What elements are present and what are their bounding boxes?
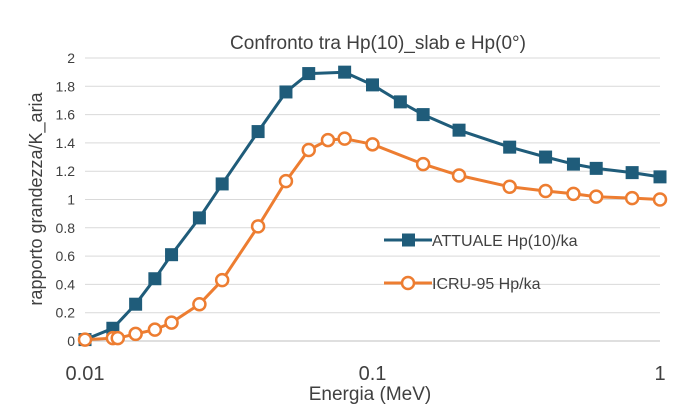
axes: 0 0.2 0.4 0.6 0.8 1 1.2 1.4 1.6 1.8 2 0.01 0.1 1 bbox=[56, 50, 666, 385]
y-tick-label: 1.6 bbox=[56, 107, 76, 123]
data-point bbox=[366, 78, 379, 92]
data-point bbox=[624, 190, 640, 206]
legend: ATTUALE Hp(10)/ka ICRU-95 Hp/ka bbox=[384, 233, 578, 293]
data-point bbox=[538, 183, 553, 199]
data-point bbox=[110, 330, 126, 346]
data-point bbox=[214, 272, 230, 288]
data-point bbox=[589, 161, 603, 175]
y-tick-label: 1.8 bbox=[56, 78, 76, 94]
x-tick-label: 1 bbox=[654, 363, 665, 385]
y-tick-label: 0.2 bbox=[56, 305, 76, 321]
data-point bbox=[192, 296, 207, 312]
data-point bbox=[502, 179, 517, 195]
y-tick-label: 0 bbox=[67, 333, 75, 349]
legend-label: ICRU-95 Hp/ka bbox=[432, 276, 541, 293]
series-line bbox=[84, 137, 661, 342]
legend-entry: ATTUALE Hp(10)/ka bbox=[384, 233, 578, 250]
data-point bbox=[337, 131, 352, 146]
series-layer bbox=[77, 65, 668, 347]
legend-label: ATTUALE Hp(10)/ka bbox=[432, 233, 578, 250]
data-point bbox=[164, 315, 179, 330]
data-point bbox=[566, 186, 581, 202]
y-tick-label: 1 bbox=[67, 192, 75, 208]
data-point bbox=[539, 150, 553, 164]
data-point bbox=[279, 85, 293, 99]
data-point bbox=[128, 326, 143, 342]
data-point bbox=[251, 125, 265, 139]
data-point bbox=[278, 173, 294, 189]
series-1 bbox=[78, 65, 667, 347]
x-axis-title: Energia (MeV) bbox=[309, 384, 432, 405]
x-tick-label: 0.01 bbox=[66, 363, 105, 385]
data-point bbox=[451, 168, 467, 183]
data-point bbox=[147, 322, 163, 337]
data-point bbox=[652, 192, 668, 207]
data-point bbox=[416, 108, 430, 122]
data-point bbox=[338, 65, 352, 79]
data-point bbox=[301, 142, 316, 158]
y-tick-label: 0.8 bbox=[56, 220, 76, 236]
data-point bbox=[250, 219, 266, 234]
data-point bbox=[393, 95, 407, 109]
y-tick-label: 2 bbox=[67, 50, 75, 66]
data-point bbox=[192, 211, 206, 225]
legend-entry: ICRU-95 Hp/ka bbox=[384, 275, 541, 293]
legend-marker bbox=[400, 275, 416, 291]
data-point bbox=[165, 248, 179, 262]
data-point bbox=[129, 297, 143, 311]
y-tick-label: 0.6 bbox=[56, 248, 76, 264]
data-point bbox=[77, 332, 93, 347]
y-tick-label: 1.4 bbox=[56, 135, 76, 151]
data-point bbox=[320, 132, 336, 148]
data-point bbox=[365, 137, 380, 152]
data-point bbox=[452, 123, 466, 137]
data-point bbox=[302, 67, 316, 81]
data-point bbox=[625, 166, 639, 180]
data-point bbox=[148, 272, 162, 286]
data-point bbox=[415, 156, 431, 172]
legend-marker bbox=[402, 233, 415, 247]
data-point bbox=[503, 140, 517, 154]
data-point bbox=[215, 177, 229, 191]
data-point bbox=[588, 189, 604, 204]
data-point bbox=[566, 157, 580, 171]
y-tick-label: 1.2 bbox=[56, 163, 76, 179]
series-2 bbox=[77, 131, 668, 347]
y-axis-title: rapporto grandezza/K_aria bbox=[26, 91, 47, 305]
y-tick-label: 0.4 bbox=[56, 276, 76, 292]
chart-title: Confronto tra Hp(10)_slab e Hp(0°) bbox=[230, 33, 526, 54]
x-tick-label: 0.1 bbox=[359, 363, 387, 385]
data-point bbox=[653, 170, 667, 184]
